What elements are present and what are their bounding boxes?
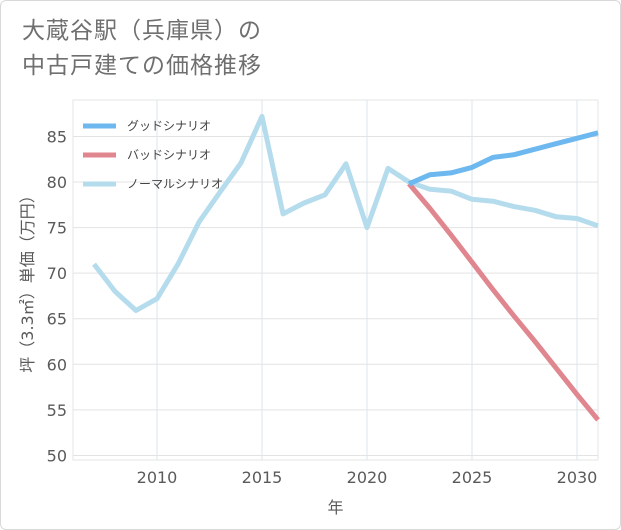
- x-tick-label: 2015: [242, 468, 283, 487]
- series-lines: [92, 113, 600, 422]
- legend-label-2: ノーマルシナリオ: [127, 177, 223, 191]
- x-tick-label: 2025: [452, 468, 493, 487]
- x-axis-label: 年: [327, 498, 343, 517]
- y-tick-label: 50: [47, 446, 67, 465]
- series-line-1: [407, 182, 600, 422]
- plot-area: [72, 99, 599, 461]
- y-tick-label: 55: [47, 401, 67, 420]
- y-axis-label: 坪（3.3㎡）単価（万円）: [18, 187, 37, 372]
- y-tick-label: 70: [47, 264, 67, 283]
- series-line-0: [408, 130, 599, 187]
- chart-title: 大蔵谷駅（兵庫県）の 中古戸建ての価格推移: [22, 14, 582, 84]
- grid-lines: [72, 99, 599, 461]
- y-tick-label: 85: [47, 127, 67, 146]
- x-tick-label: 2010: [137, 468, 178, 487]
- chart-title-line1: 大蔵谷駅（兵庫県）の: [22, 18, 262, 44]
- y-tick-label: 60: [47, 355, 67, 374]
- chart-title-line2: 中古戸建ての価格推移: [22, 53, 262, 79]
- y-tick-label: 80: [47, 173, 67, 192]
- y-tick-label: 65: [47, 310, 67, 329]
- x-tick-label: 2030: [557, 468, 598, 487]
- legend-label-1: バッドシナリオ: [127, 148, 211, 162]
- series-line-2: [92, 113, 599, 313]
- y-tick-label: 75: [47, 219, 67, 238]
- x-tick-label: 2020: [347, 468, 388, 487]
- legend-label-0: グッドシナリオ: [127, 119, 211, 133]
- axis-ticks: 50 55 60 65 70 75 80 85 2010 2015 2020 2025 2030: [47, 127, 598, 487]
